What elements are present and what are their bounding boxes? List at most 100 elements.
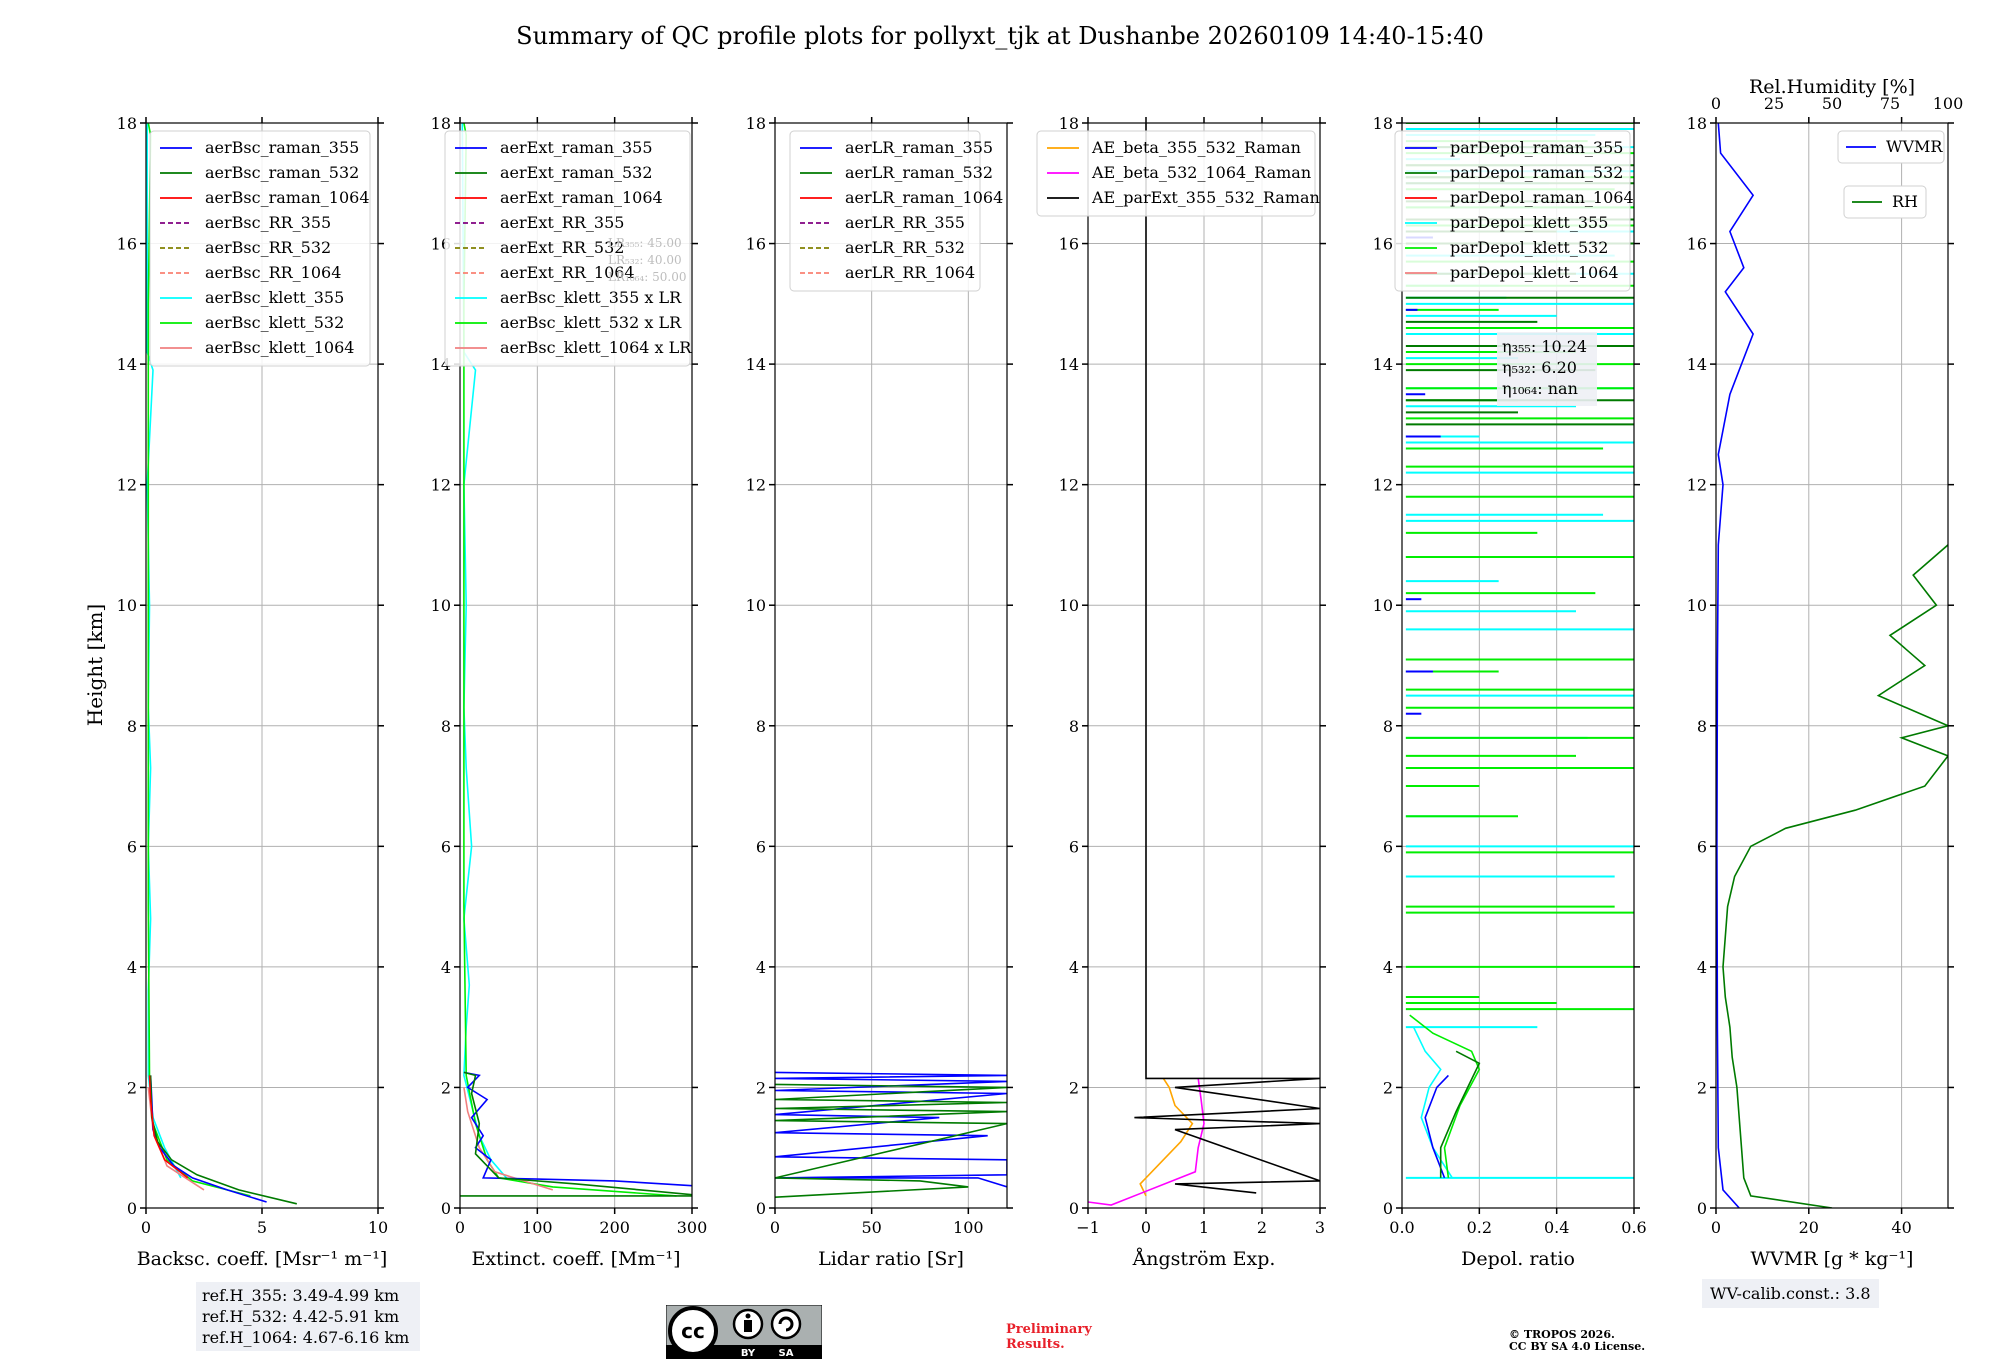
y-tick-label: 0 — [441, 1199, 451, 1218]
legend-label: parDepol_raman_532 — [1450, 163, 1623, 182]
panel-bsc: 0 2 4 6 8 10 12 14 16 18 0 5 10 Backsc. coeff. [Msr⁻¹… — [117, 114, 389, 1270]
y-tick-label: 18 — [431, 114, 451, 133]
x-tick-label: 5 — [257, 1218, 267, 1237]
y-tick-label: 18 — [746, 114, 766, 133]
lr-annotation: LR₁₀₆₄: 50.00 — [608, 270, 686, 284]
legend-label: parDepol_klett_532 — [1450, 238, 1608, 257]
x-axis-label: Extinct. coeff. [Mm⁻¹] — [471, 1248, 680, 1270]
legend-label: aerLR_RR_532 — [845, 238, 965, 257]
y-tick-label: 6 — [127, 837, 137, 856]
y-tick-label: 8 — [441, 717, 451, 736]
series-parDepol_raman_532 — [1439, 1050, 1481, 1178]
legend-box — [1843, 185, 1927, 219]
legend-label: AE_parExt_355_532_Raman — [1091, 188, 1320, 207]
x-tick-label: 300 — [677, 1218, 708, 1237]
series-group — [1088, 123, 1320, 1206]
y-tick-label: 4 — [756, 958, 766, 977]
eta-annotation: η₁₀₆₄: nan — [1502, 379, 1578, 398]
y-tick-label: 0 — [1383, 1199, 1393, 1218]
x-axis-label: Lidar ratio [Sr] — [818, 1248, 964, 1270]
legend-label: aerExt_RR_532 — [500, 238, 624, 257]
legend-label: aerExt_raman_355 — [500, 138, 653, 157]
y-tick-label: 8 — [1069, 717, 1079, 736]
series-aerLR_raman_355 — [775, 1071, 1007, 1188]
legend-label: parDepol_raman_1064 — [1450, 188, 1634, 207]
y-tick-label: 12 — [117, 476, 137, 495]
preliminary-note: Preliminary Results. — [1006, 1322, 1126, 1352]
series-group — [1716, 123, 1948, 1208]
y-tick-label: 14 — [1687, 355, 1707, 374]
legend-label: aerBsc_RR_532 — [205, 238, 331, 257]
y-tick-label: 2 — [1069, 1078, 1079, 1097]
lr-annotation: LR₅₃₂: 40.00 — [608, 253, 682, 267]
panel-depol: 0 2 4 6 8 10 12 14 16 18 0.0 0.2 0.4 0.6 Depol. ratio p… — [1373, 114, 1647, 1270]
sa-text: SA — [779, 1348, 794, 1359]
plot-frame — [1401, 122, 1635, 1209]
legend-box — [789, 130, 981, 292]
x-tick-label: 2 — [1257, 1218, 1267, 1237]
x-axis-label: Depol. ratio — [1461, 1248, 1575, 1270]
ref-height-532: ref.H_532: 4.42-5.91 km — [202, 1307, 400, 1326]
plot-frame — [774, 122, 1008, 1209]
y-tick-label: 18 — [1059, 114, 1079, 133]
y-tick-label: 10 — [1059, 596, 1079, 615]
x-tick-label: 40 — [1891, 1218, 1911, 1237]
legend-label: aerBsc_klett_532 x LR — [500, 313, 682, 332]
series-parDepol_raman_355 — [1424, 1074, 1449, 1179]
x-tick-label: 0.0 — [1389, 1218, 1414, 1237]
y-tick-label: 8 — [756, 717, 766, 736]
y-tick-label: 4 — [1383, 958, 1393, 977]
y-tick-label: 8 — [127, 717, 137, 736]
legend-box — [1036, 130, 1316, 217]
legend-label: aerLR_raman_1064 — [845, 188, 1003, 207]
legend-label: aerBsc_klett_355 — [205, 288, 344, 307]
figure-title: Summary of QC profile plots for pollyxt_… — [516, 22, 1484, 50]
series-aerBsc_raman_532 — [149, 1075, 297, 1205]
legend-label: AE_beta_355_532_Raman — [1091, 138, 1301, 157]
legend-label: WVMR — [1886, 137, 1943, 156]
y-tick-label: 2 — [1383, 1078, 1393, 1097]
top-axis-label: Rel.Humidity [%] — [1749, 76, 1915, 98]
series-RH — [1722, 544, 1948, 1208]
legend-box — [149, 130, 371, 367]
series-parDepol_klett_532 — [1409, 1014, 1481, 1179]
y-tick-label: 16 — [746, 235, 766, 254]
x-tick-label: 0.4 — [1544, 1218, 1569, 1237]
x-tick-label: 100 — [953, 1218, 984, 1237]
series-AE_beta_355_532_Raman — [1139, 1077, 1194, 1197]
legend-label: aerExt_raman_1064 — [500, 188, 663, 207]
y-tick-label: 18 — [117, 114, 137, 133]
y-tick-label: 0 — [1069, 1199, 1079, 1218]
y-tick-label: 16 — [1059, 235, 1079, 254]
x-tick-label: 0 — [455, 1218, 465, 1237]
x-tick-label: 3 — [1315, 1218, 1325, 1237]
legend-label: parDepol_klett_355 — [1450, 213, 1608, 232]
y-tick-label: 0 — [1697, 1199, 1707, 1218]
legend-label: aerBsc_raman_355 — [205, 138, 359, 157]
panel-lr: 0 2 4 6 8 10 12 14 16 18 0 50 100 Lidar ratio [Sr] aer… — [746, 114, 1013, 1270]
y-tick-label: 14 — [746, 355, 766, 374]
y-tick-label: 2 — [1697, 1078, 1707, 1097]
x-tick-label: 20 — [1799, 1218, 1819, 1237]
series-aerExt_raman_355 — [463, 1071, 692, 1187]
y-tick-label: 14 — [1059, 355, 1079, 374]
y-tick-label: 16 — [1373, 235, 1393, 254]
y-tick-label: 10 — [1373, 596, 1393, 615]
x-tick-label: 1 — [1199, 1218, 1209, 1237]
y-tick-label: 4 — [1697, 958, 1707, 977]
lr-annotation: LR₃₅₅: 45.00 — [608, 236, 682, 250]
ref-height-1064: ref.H_1064: 4.67-6.16 km — [202, 1328, 410, 1347]
y-tick-label: 12 — [431, 476, 451, 495]
eta-annotation: η₅₃₂: 6.20 — [1502, 358, 1577, 377]
y-tick-label: 10 — [117, 596, 137, 615]
y-tick-label: 18 — [1373, 114, 1393, 133]
x-tick-label: −1 — [1076, 1218, 1100, 1237]
x-tick-label: 0 — [1141, 1218, 1151, 1237]
legend-label: aerBsc_klett_355 x LR — [500, 288, 682, 307]
legend-box — [1837, 130, 1945, 164]
series-aerBsc_raman_1064 — [148, 1075, 189, 1179]
